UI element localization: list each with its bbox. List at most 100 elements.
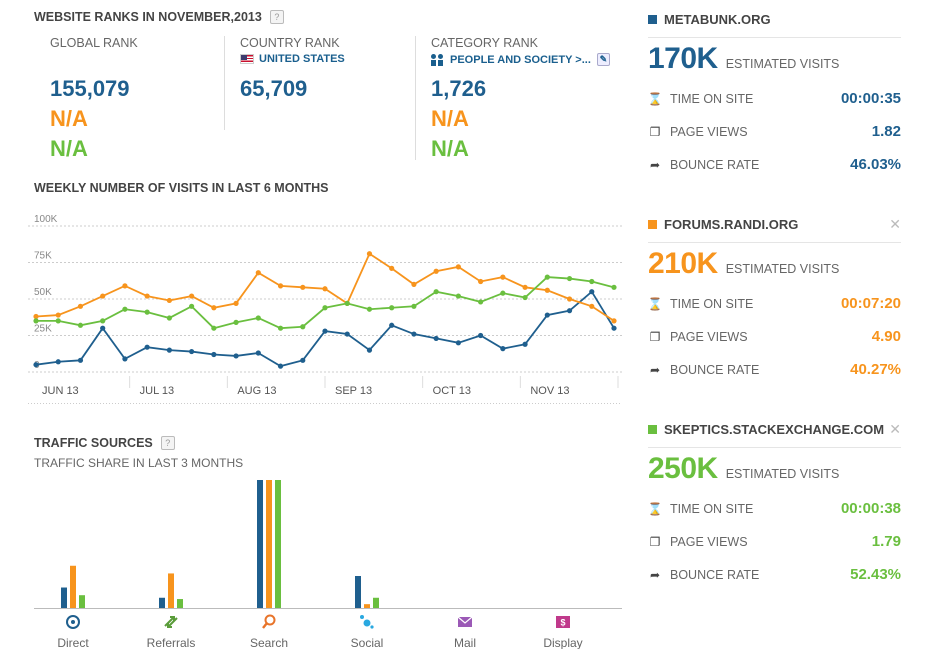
data-point[interactable] (122, 356, 128, 362)
data-point[interactable] (77, 303, 84, 309)
data-point[interactable] (255, 315, 261, 321)
bar-referrals-0[interactable] (159, 597, 165, 608)
close-icon[interactable]: ✕ (889, 421, 901, 437)
data-point[interactable] (522, 294, 528, 301)
data-point[interactable] (211, 325, 217, 331)
category-label-display[interactable]: Display (543, 636, 582, 649)
data-point[interactable] (344, 300, 350, 306)
data-point[interactable] (544, 274, 550, 280)
category-link[interactable]: PEOPLE AND SOCIETY >... ✎ (431, 53, 621, 66)
data-point[interactable] (300, 357, 306, 363)
bar-social-2[interactable] (373, 597, 379, 608)
country-link[interactable]: UNITED STATES (240, 53, 410, 65)
data-point[interactable] (589, 303, 595, 309)
data-point[interactable] (189, 303, 195, 309)
data-point[interactable] (500, 290, 506, 296)
data-point[interactable] (277, 363, 284, 369)
data-point[interactable] (589, 289, 595, 295)
data-point[interactable] (255, 350, 261, 356)
social-icon[interactable] (360, 615, 374, 629)
data-point[interactable] (166, 347, 172, 353)
data-point[interactable] (366, 347, 373, 353)
data-point[interactable] (211, 351, 217, 358)
data-point[interactable] (411, 281, 417, 287)
category-label-search[interactable]: Search (250, 636, 288, 649)
share-icon[interactable] (164, 616, 178, 628)
data-point[interactable] (77, 322, 84, 328)
target-icon[interactable] (66, 615, 80, 629)
bar-social-0[interactable] (355, 576, 361, 608)
data-point[interactable] (389, 265, 395, 271)
search-icon[interactable] (262, 614, 276, 629)
data-point[interactable] (122, 283, 128, 289)
data-point[interactable] (144, 309, 150, 315)
category-label-mail[interactable]: Mail (454, 636, 476, 649)
data-point[interactable] (322, 286, 328, 292)
data-point[interactable] (33, 362, 39, 368)
edit-icon[interactable]: ✎ (596, 53, 610, 66)
data-point[interactable] (277, 283, 284, 289)
data-point[interactable] (611, 284, 617, 290)
bar-search-2[interactable] (275, 480, 281, 608)
data-point[interactable] (389, 322, 395, 328)
bar-direct-0[interactable] (61, 587, 67, 608)
close-icon[interactable]: ✕ (889, 216, 901, 232)
data-point[interactable] (233, 300, 239, 306)
data-point[interactable] (189, 348, 195, 355)
data-point[interactable] (211, 305, 217, 311)
data-point[interactable] (100, 318, 106, 324)
data-point[interactable] (277, 325, 284, 331)
data-point[interactable] (344, 331, 350, 337)
data-point[interactable] (544, 312, 550, 318)
data-point[interactable] (433, 335, 439, 342)
data-point[interactable] (522, 341, 528, 347)
bar-search-0[interactable] (257, 480, 263, 608)
bar-direct-2[interactable] (79, 595, 85, 608)
data-point[interactable] (233, 319, 239, 325)
data-point[interactable] (611, 318, 617, 324)
data-point[interactable] (433, 268, 439, 274)
data-point[interactable] (144, 293, 150, 299)
data-point[interactable] (433, 289, 439, 295)
bar-direct-1[interactable] (70, 565, 76, 608)
data-point[interactable] (322, 328, 328, 334)
data-point[interactable] (100, 293, 106, 299)
category-label-social[interactable]: Social (351, 636, 384, 649)
data-point[interactable] (411, 303, 417, 309)
data-point[interactable] (500, 346, 506, 352)
data-point[interactable] (122, 306, 128, 312)
data-point[interactable] (300, 324, 306, 330)
data-point[interactable] (566, 308, 573, 314)
data-point[interactable] (589, 278, 595, 285)
data-point[interactable] (478, 278, 484, 285)
data-point[interactable] (500, 274, 506, 280)
data-point[interactable] (411, 331, 417, 337)
bar-social-1[interactable] (364, 604, 370, 608)
data-point[interactable] (77, 357, 84, 363)
data-point[interactable] (455, 264, 461, 270)
category-label-referrals[interactable]: Referrals (147, 636, 196, 649)
data-point[interactable] (478, 332, 484, 339)
data-point[interactable] (366, 251, 373, 257)
data-point[interactable] (455, 293, 461, 299)
bar-referrals-1[interactable] (168, 573, 174, 608)
data-point[interactable] (55, 318, 61, 324)
data-point[interactable] (55, 312, 61, 318)
category-label-direct[interactable]: Direct (57, 636, 89, 649)
bar-search-1[interactable] (266, 480, 272, 608)
data-point[interactable] (255, 270, 261, 276)
data-point[interactable] (566, 275, 573, 282)
data-point[interactable] (300, 284, 306, 290)
help-icon[interactable]: ? (160, 436, 175, 450)
data-point[interactable] (544, 287, 550, 293)
data-point[interactable] (522, 284, 528, 290)
data-point[interactable] (478, 299, 484, 305)
data-point[interactable] (33, 318, 39, 324)
data-point[interactable] (166, 297, 172, 304)
data-point[interactable] (55, 359, 61, 365)
data-point[interactable] (566, 296, 573, 302)
data-point[interactable] (189, 293, 195, 299)
mail-icon[interactable] (457, 616, 473, 627)
data-point[interactable] (366, 306, 373, 312)
data-point[interactable] (144, 344, 150, 350)
